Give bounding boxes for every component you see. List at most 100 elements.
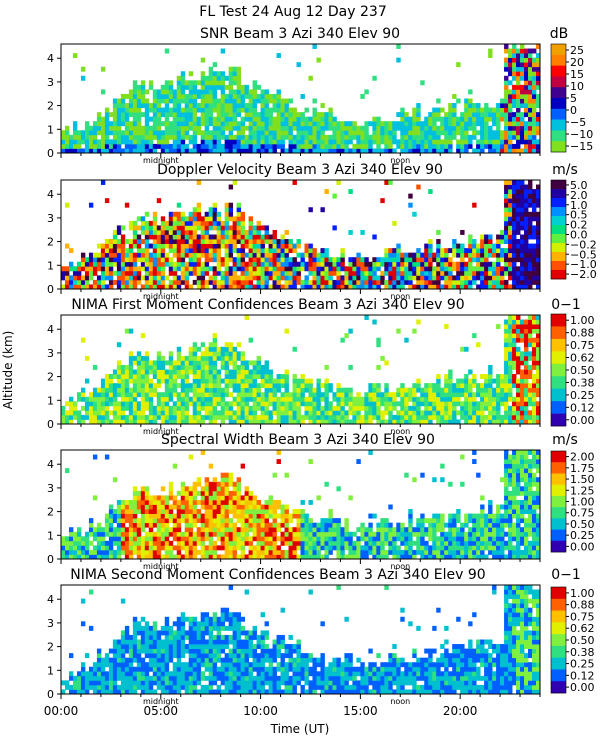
- heat-cell: [448, 266, 453, 272]
- heat-cell: [112, 369, 118, 375]
- heat-cell: [516, 125, 521, 131]
- heat-cell: [168, 531, 174, 537]
- heat-cell: [136, 392, 142, 398]
- heat-cell: [80, 252, 86, 258]
- heat-cell: [420, 392, 425, 398]
- heat-cell: [160, 360, 166, 366]
- heat-cell: [376, 387, 381, 393]
- heat-cell: [516, 346, 521, 352]
- heat-cell: [128, 378, 134, 384]
- heat-cell: [160, 279, 166, 285]
- heat-cell: [452, 93, 457, 99]
- heat-cell: [264, 266, 269, 272]
- heat-cell: [328, 383, 333, 389]
- heat-cell: [156, 360, 162, 366]
- heat-cell: [524, 216, 529, 222]
- heat-cell: [324, 419, 329, 425]
- heat-cell: [444, 261, 449, 267]
- heat-cell: [480, 279, 485, 285]
- heat-cell: [104, 143, 110, 149]
- heat-cell: [476, 405, 481, 411]
- heat-cell: [164, 257, 170, 263]
- heat-cell: [324, 139, 329, 145]
- heat-cell: [504, 184, 509, 190]
- heat-cell: [252, 248, 257, 254]
- heat-cell: [200, 80, 206, 86]
- heat-cell: [288, 401, 293, 407]
- heat-cell: [228, 383, 234, 389]
- heat-cell: [156, 107, 162, 113]
- heat-cell: [248, 275, 253, 281]
- heat-cell: [128, 239, 134, 244]
- heat-cell: [136, 522, 142, 528]
- heat-cell: [204, 116, 210, 122]
- heat-cell: [208, 346, 214, 352]
- heat-cell: [504, 405, 509, 411]
- heat-cell: [532, 107, 537, 113]
- heat-cell: [228, 527, 234, 533]
- heat-cell: [140, 284, 146, 290]
- heat-cell: [528, 130, 533, 136]
- heat-cell: [128, 107, 134, 113]
- heat-cell: [228, 103, 234, 108]
- colorbar-label: 1.00: [570, 314, 595, 327]
- heat-cell: [444, 284, 449, 290]
- heat-cell: [68, 401, 74, 407]
- heat-cell: [256, 248, 261, 254]
- heat-cell: [236, 229, 242, 235]
- heat-cell: [312, 270, 317, 276]
- heat-cell: [468, 116, 473, 122]
- heat-cell: [492, 266, 497, 272]
- heat-cell: [444, 143, 449, 149]
- heat-cell: [268, 369, 273, 375]
- heat-cell: [288, 279, 293, 285]
- heat-cell: [136, 387, 142, 393]
- heat-cell: [464, 121, 469, 127]
- heat-cell: [252, 383, 257, 389]
- heat-cell: [536, 225, 541, 231]
- heat-cell: [528, 189, 533, 195]
- heat-cell: [168, 248, 174, 254]
- heat-cell: [188, 499, 194, 505]
- heat-cell: [112, 103, 118, 108]
- heat-cell: [188, 80, 194, 86]
- heat-cell: [416, 319, 421, 325]
- heat-cell: [192, 84, 198, 90]
- heat-cell: [536, 112, 541, 118]
- heat-cell: [132, 531, 138, 537]
- heat-cell: [124, 527, 130, 533]
- heat-cell: [464, 148, 469, 154]
- heat-cell: [248, 130, 253, 136]
- heat-cell: [192, 243, 198, 249]
- heat-cell: [396, 257, 401, 263]
- heat-cell: [244, 410, 250, 416]
- heat-cell: [524, 346, 529, 352]
- heat-cell: [316, 414, 321, 420]
- heat-cell: [204, 504, 210, 510]
- heat-cell: [172, 360, 178, 366]
- heat-cell: [284, 275, 289, 281]
- heat-cell: [536, 351, 541, 357]
- heat-cell: [280, 112, 285, 118]
- heat-cell: [120, 116, 126, 122]
- heat-cell: [488, 414, 493, 420]
- heat-cell: [508, 66, 513, 72]
- heat-cell: [224, 279, 230, 285]
- heat-cell: [168, 419, 174, 425]
- heat-cell: [224, 342, 230, 348]
- heat-cell: [256, 121, 261, 127]
- heat-cell: [212, 243, 218, 249]
- heat-cell: [472, 396, 477, 402]
- heat-cell: [372, 130, 377, 136]
- heat-cell: [176, 401, 182, 407]
- heat-cell: [104, 414, 110, 420]
- heat-cell: [416, 252, 421, 258]
- heat-cell: [136, 531, 142, 537]
- heat-cell: [296, 279, 301, 285]
- heat-cell: [220, 220, 226, 226]
- heat-cell: [100, 66, 106, 72]
- heat-cell: [532, 279, 537, 285]
- heat-cell: [480, 410, 485, 416]
- heat-cell: [124, 518, 130, 524]
- heat-cell: [536, 410, 541, 416]
